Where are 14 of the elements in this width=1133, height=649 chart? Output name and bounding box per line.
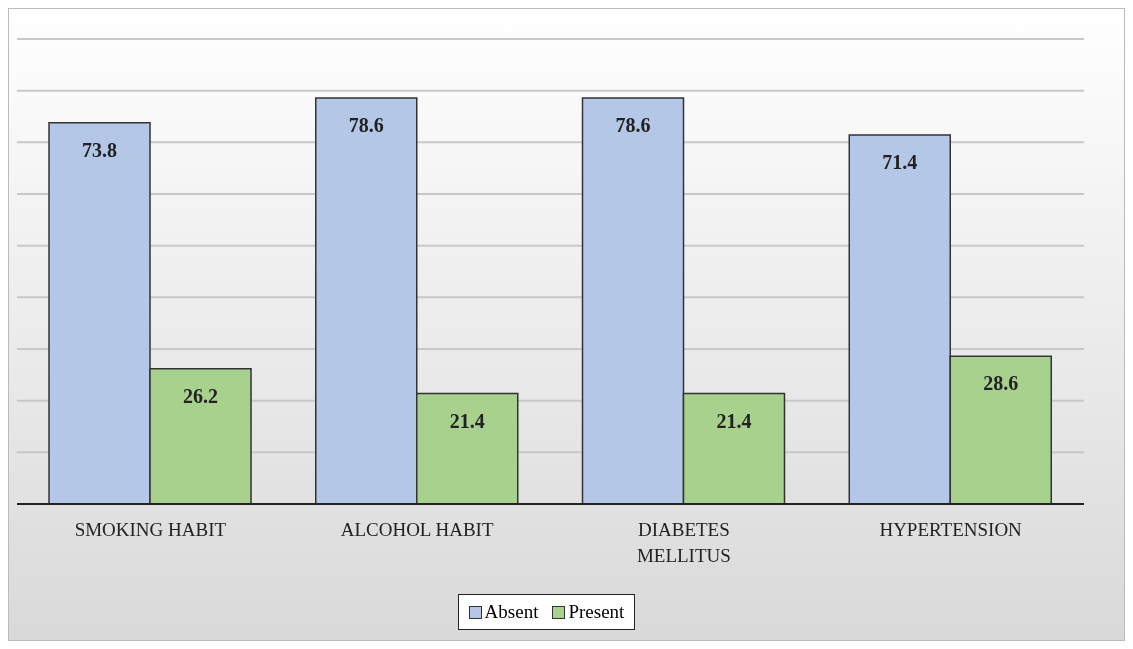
data-label: 78.6 [348,114,384,137]
data-label: 26.2 [183,384,219,407]
data-label: 78.6 [615,114,651,137]
x-tick-label: HYPERTENSION [879,519,1023,540]
legend-label: Absent [483,601,539,623]
legend-label: Present [567,601,625,623]
x-tick-label: SMOKING HABIT [74,519,227,540]
x-tick-label: DIABETES MELLITUS [636,519,731,566]
x-tick-label: ALCOHOL HABIT [340,519,494,540]
data-label: 73.8 [82,138,118,161]
data-label: 71.4 [882,151,918,174]
data-label: 28.6 [983,372,1019,395]
data-label: 21.4 [716,409,752,432]
data-label: 21.4 [449,409,485,432]
